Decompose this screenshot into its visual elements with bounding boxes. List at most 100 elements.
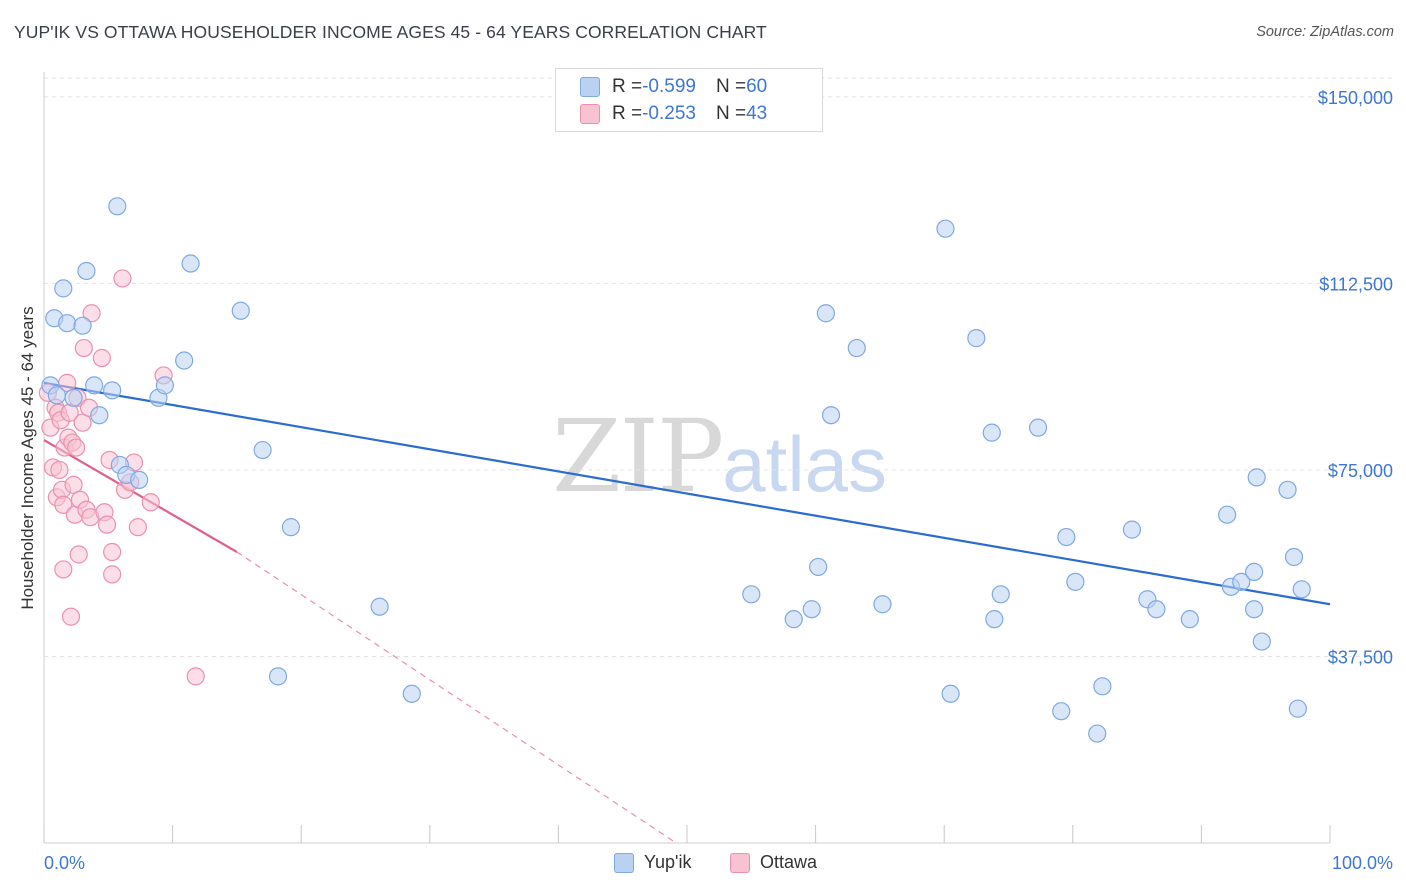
yupik-point bbox=[1052, 702, 1071, 721]
y-tick-label: $75,000 bbox=[1328, 461, 1393, 481]
yupik-point bbox=[967, 329, 986, 348]
ottawa-point bbox=[69, 545, 88, 564]
yupik-point bbox=[982, 423, 1001, 442]
y-axis-label: Householder Income Ages 45 - 64 years bbox=[18, 306, 37, 609]
yupik-point bbox=[941, 684, 960, 703]
chart-title: YUP'IK VS OTTAWA HOUSEHOLDER INCOME AGES… bbox=[14, 22, 767, 42]
yupik-point bbox=[1245, 600, 1264, 619]
yupik-point bbox=[108, 197, 127, 216]
axis-labels: $37,500 $75,000 $112,500 $150,000 0.0% 100.0%… bbox=[18, 88, 1393, 873]
yupik-point bbox=[1232, 572, 1251, 591]
yupik-point bbox=[1288, 699, 1307, 718]
ottawa-point bbox=[61, 607, 81, 626]
ottawa-point bbox=[103, 565, 122, 584]
yupik-point bbox=[155, 376, 174, 395]
ottawa-point bbox=[82, 304, 101, 323]
legend-row-yupik: R = -0.599 N = 60 bbox=[580, 74, 767, 100]
legend-n-value: 43 bbox=[746, 103, 768, 124]
yupik-point bbox=[1147, 600, 1166, 619]
yupik-point bbox=[1028, 418, 1048, 437]
yupik-point bbox=[784, 610, 803, 629]
yupik-point bbox=[1284, 547, 1304, 567]
correlation-legend: R = -0.599 N = 60 R = -0.253 N = 43 bbox=[555, 68, 823, 132]
yupik-point bbox=[847, 338, 866, 358]
yupik-point bbox=[85, 376, 104, 395]
x-tick-label: 100.0% bbox=[1332, 853, 1393, 873]
yupik-point bbox=[90, 406, 109, 425]
yupik-point bbox=[1247, 468, 1266, 487]
series-legend-yupik: Yup'ik bbox=[614, 852, 691, 873]
legend-swatch-yupik bbox=[580, 77, 600, 97]
legend-r-value: -0.599 bbox=[642, 76, 696, 97]
legend-n-value: 60 bbox=[746, 76, 768, 97]
trend-lines bbox=[43, 381, 1331, 844]
ottawa-point bbox=[74, 338, 93, 358]
ottawa-point bbox=[50, 460, 69, 480]
series-legend-ottawa: Ottawa bbox=[730, 852, 817, 873]
ottawa-point bbox=[97, 515, 117, 534]
yupik-point bbox=[181, 254, 200, 273]
yupik-point bbox=[1180, 610, 1199, 629]
yupik-point bbox=[1122, 520, 1142, 539]
yupik-point bbox=[47, 386, 66, 405]
grid-lines bbox=[44, 77, 1394, 657]
ottawa-point bbox=[128, 518, 147, 537]
yupik-point bbox=[281, 518, 301, 537]
yupik-point bbox=[1252, 632, 1271, 651]
yupik-point bbox=[370, 597, 389, 616]
yupik-point bbox=[742, 585, 761, 604]
yupik-point bbox=[1088, 724, 1107, 743]
yupik-point bbox=[991, 585, 1010, 604]
ottawa-point bbox=[92, 348, 111, 368]
yupik-point bbox=[77, 261, 96, 281]
legend-n-label: N = bbox=[715, 76, 747, 97]
yupik-point bbox=[802, 600, 821, 619]
yupik-point bbox=[268, 667, 288, 686]
axes bbox=[43, 72, 1331, 844]
yupik-point bbox=[1278, 480, 1297, 499]
x-tick-label: 0.0% bbox=[44, 853, 85, 873]
yupik-point bbox=[873, 595, 892, 614]
legend-swatch-ottawa bbox=[580, 104, 600, 124]
series-label-ottawa: Ottawa bbox=[760, 852, 818, 872]
legend-r-label: R = bbox=[612, 76, 643, 97]
series-swatch-yupik bbox=[614, 852, 634, 873]
ottawa-trend-line bbox=[43, 439, 238, 553]
yupik-point bbox=[1057, 527, 1076, 547]
y-tick-label: $112,500 bbox=[1319, 274, 1393, 294]
y-tick-label: $150,000 bbox=[1318, 88, 1393, 108]
yupik-point bbox=[1093, 677, 1112, 696]
series-label-yupik: Yup'ik bbox=[644, 852, 692, 872]
legend-row-ottawa: R = -0.253 N = 43 bbox=[580, 101, 767, 127]
ottawa-point bbox=[186, 667, 205, 686]
ottawa-point bbox=[141, 493, 160, 512]
ottawa-point bbox=[54, 495, 73, 514]
yupik-point bbox=[73, 316, 92, 335]
ottawa-point bbox=[54, 560, 73, 579]
yupik-point bbox=[985, 610, 1004, 629]
ottawa-trend-extension bbox=[236, 551, 677, 844]
ottawa-point bbox=[67, 438, 86, 457]
yupik-point bbox=[816, 304, 835, 323]
yupik-point bbox=[809, 557, 828, 577]
legend-r-value: -0.253 bbox=[642, 103, 696, 124]
yupik-point bbox=[58, 314, 77, 333]
yupik-trend-line bbox=[43, 381, 1331, 606]
yupik-point bbox=[821, 406, 841, 425]
legend-r-label: R = bbox=[612, 103, 643, 124]
yupik-point bbox=[1292, 580, 1311, 599]
yupik-point bbox=[1218, 505, 1237, 524]
yupik-point bbox=[936, 219, 955, 238]
ottawa-point bbox=[103, 542, 122, 562]
yupik-point bbox=[402, 684, 421, 703]
yupik-point bbox=[231, 301, 250, 320]
yupik-point bbox=[130, 470, 149, 489]
source-credit: Source: ZipAtlas.com bbox=[1256, 24, 1394, 40]
legend-n-label: N = bbox=[715, 103, 747, 124]
ottawa-point bbox=[113, 269, 132, 288]
yupik-point bbox=[54, 279, 73, 298]
yupik-point bbox=[1066, 572, 1085, 591]
yupik-point bbox=[103, 381, 122, 400]
series-swatch-ottawa bbox=[730, 852, 750, 873]
